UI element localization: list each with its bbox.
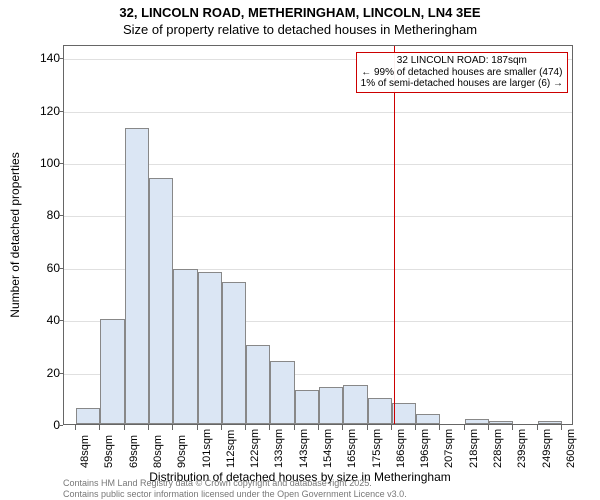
y-tick-label: 0 — [40, 418, 60, 432]
histogram-bar — [343, 385, 367, 424]
chart-title: 32, LINCOLN ROAD, METHERINGHAM, LINCOLN,… — [0, 6, 600, 21]
histogram-bar — [416, 414, 440, 424]
x-tick-label: 175sqm — [371, 429, 383, 468]
annotation-box: 32 LINCOLN ROAD: 187sqm ← 99% of detache… — [356, 52, 568, 93]
x-tick-label: 228sqm — [492, 429, 504, 468]
histogram-bar — [392, 403, 416, 424]
histogram-bar — [222, 282, 246, 424]
y-tick-label: 140 — [40, 51, 60, 65]
y-tick-label: 40 — [40, 313, 60, 327]
histogram-bar — [149, 178, 173, 424]
histogram-bar — [368, 398, 392, 424]
x-tick-label: 112sqm — [225, 430, 237, 468]
chart-subtitle: Size of property relative to detached ho… — [0, 22, 600, 37]
x-tick-label: 101sqm — [201, 429, 213, 468]
x-tick-label: 249sqm — [541, 429, 553, 468]
x-tick-label: 143sqm — [298, 429, 310, 468]
x-tick-label: 260sqm — [565, 429, 577, 468]
x-tick-label: 59sqm — [103, 435, 115, 468]
histogram-bar — [246, 345, 270, 424]
marker-line — [394, 46, 395, 424]
x-tick-label: 196sqm — [419, 429, 431, 468]
annotation-line-3: 1% of semi-detached houses are larger (6… — [361, 78, 563, 90]
footer-line-2: Contains public sector information licen… — [63, 489, 407, 499]
histogram-bar — [319, 387, 343, 424]
x-tick-label: 90sqm — [176, 435, 188, 468]
x-tick-label: 80sqm — [152, 435, 164, 468]
x-tick-label: 239sqm — [516, 429, 528, 468]
y-tick-label: 120 — [40, 104, 60, 118]
plot-area: 32 LINCOLN ROAD: 187sqm ← 99% of detache… — [63, 45, 573, 425]
histogram-bar — [125, 128, 149, 424]
y-tick-label: 60 — [40, 261, 60, 275]
annotation-line-1: 32 LINCOLN ROAD: 187sqm — [361, 55, 563, 67]
y-tick-label: 80 — [40, 208, 60, 222]
y-tick-label: 20 — [40, 366, 60, 380]
footer-attribution: Contains HM Land Registry data © Crown c… — [63, 478, 407, 499]
x-tick-label: 165sqm — [346, 429, 358, 468]
x-tick-label: 69sqm — [128, 435, 140, 468]
x-tick-label: 122sqm — [249, 429, 261, 468]
x-tick-label: 48sqm — [79, 435, 91, 468]
histogram-bar — [173, 269, 197, 424]
x-tick-label: 154sqm — [322, 429, 334, 468]
histogram-bar — [295, 390, 319, 424]
x-tick-label: 133sqm — [273, 429, 285, 468]
x-tick-label: 207sqm — [443, 429, 455, 468]
histogram-bar — [538, 421, 562, 424]
histogram-bar — [270, 361, 294, 424]
x-tick-label: 218sqm — [468, 429, 480, 468]
histogram-bar — [489, 421, 513, 424]
histogram-bar — [198, 272, 222, 424]
y-tick-label: 100 — [40, 156, 60, 170]
y-axis-label: Number of detached properties — [8, 152, 22, 317]
annotation-line-2: ← 99% of detached houses are smaller (47… — [361, 67, 563, 79]
footer-line-1: Contains HM Land Registry data © Crown c… — [63, 478, 407, 488]
x-tick-label: 186sqm — [395, 429, 407, 468]
chart-container: 32, LINCOLN ROAD, METHERINGHAM, LINCOLN,… — [0, 0, 600, 500]
histogram-bar — [76, 408, 100, 424]
histogram-bar — [100, 319, 124, 424]
histogram-bar — [465, 419, 489, 424]
